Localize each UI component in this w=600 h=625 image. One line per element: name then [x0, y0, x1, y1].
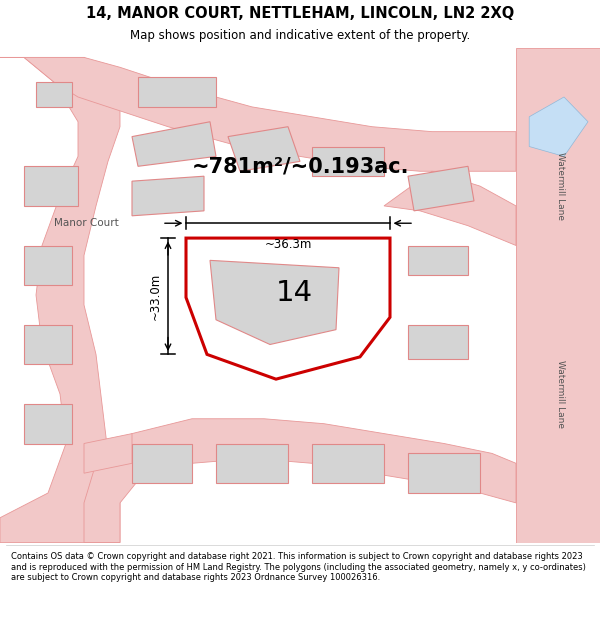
- Text: 14, MANOR COURT, NETTLEHAM, LINCOLN, LN2 2XQ: 14, MANOR COURT, NETTLEHAM, LINCOLN, LN2…: [86, 6, 514, 21]
- Text: Map shows position and indicative extent of the property.: Map shows position and indicative extent…: [130, 29, 470, 42]
- Polygon shape: [132, 176, 204, 216]
- Text: Contains OS data © Crown copyright and database right 2021. This information is : Contains OS data © Crown copyright and d…: [11, 552, 586, 582]
- Polygon shape: [529, 97, 588, 156]
- Text: ~33.0m: ~33.0m: [148, 272, 161, 320]
- Polygon shape: [24, 246, 72, 285]
- Polygon shape: [84, 419, 516, 542]
- Polygon shape: [0, 58, 120, 542]
- Polygon shape: [312, 146, 384, 176]
- Polygon shape: [408, 246, 468, 275]
- Polygon shape: [408, 325, 468, 359]
- Polygon shape: [24, 404, 72, 444]
- Polygon shape: [84, 434, 132, 473]
- Polygon shape: [312, 444, 384, 483]
- Polygon shape: [228, 127, 300, 171]
- Polygon shape: [24, 166, 78, 206]
- Polygon shape: [186, 238, 390, 379]
- Polygon shape: [384, 171, 516, 246]
- Polygon shape: [138, 78, 216, 107]
- Polygon shape: [516, 48, 600, 542]
- Polygon shape: [24, 58, 516, 171]
- Polygon shape: [408, 453, 480, 493]
- Text: ~781m²/~0.193ac.: ~781m²/~0.193ac.: [191, 156, 409, 176]
- Text: ~36.3m: ~36.3m: [265, 238, 311, 251]
- Polygon shape: [132, 444, 192, 483]
- Text: Watermill Lane: Watermill Lane: [557, 360, 566, 428]
- Polygon shape: [36, 82, 72, 107]
- Polygon shape: [216, 444, 288, 483]
- Polygon shape: [132, 122, 216, 166]
- Polygon shape: [210, 261, 339, 344]
- Polygon shape: [408, 166, 474, 211]
- Polygon shape: [24, 325, 72, 364]
- Text: 14: 14: [275, 279, 313, 306]
- Text: Manor Court: Manor Court: [54, 218, 119, 228]
- Text: Watermill Lane: Watermill Lane: [557, 152, 566, 220]
